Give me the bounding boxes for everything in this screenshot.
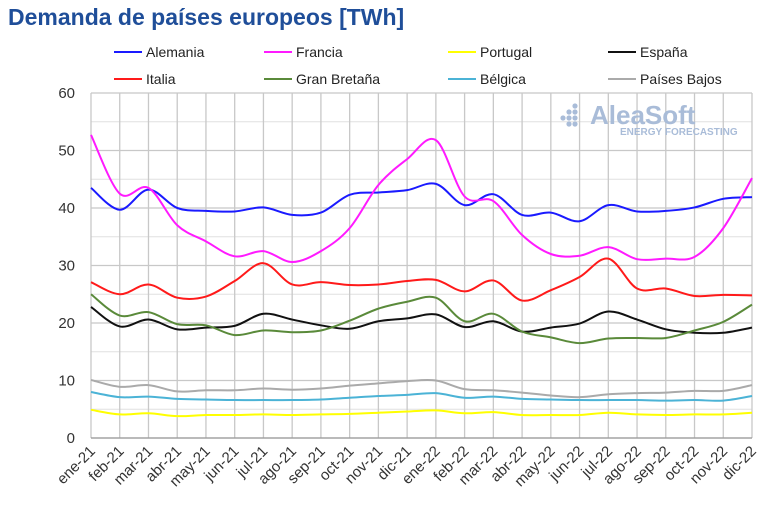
watermark-dot [566, 109, 572, 115]
series-line-países-bajos [90, 378, 753, 399]
series-line-españa [90, 306, 753, 335]
legend-label-gran-bretaña: Gran Bretaña [296, 71, 380, 87]
watermark-dot [566, 115, 572, 121]
legend-label-portugal: Portugal [480, 44, 532, 60]
chart-title: Demanda de países europeos [TWh] [8, 4, 405, 30]
series-line-bélgica [90, 391, 753, 402]
y-tick-label: 50 [58, 143, 75, 160]
watermark-dot [572, 109, 578, 115]
watermark-dot [572, 115, 578, 121]
y-tick-label: 40 [58, 200, 75, 217]
watermark-dot [566, 121, 572, 127]
watermark-dot [572, 121, 578, 127]
legend-label-españa: España [640, 44, 688, 60]
y-tick-label: 20 [58, 315, 75, 332]
watermark-logo: AleaSoft [590, 100, 696, 130]
y-tick-label: 10 [58, 373, 75, 390]
watermark-dot [560, 115, 566, 121]
series-line-gran-bretaña [90, 293, 753, 345]
y-tick-label: 0 [67, 430, 75, 447]
series-line-portugal [90, 408, 753, 418]
legend-label-alemania: Alemania [146, 44, 205, 60]
legend-label-países-bajos: Países Bajos [640, 71, 722, 87]
y-tick-label: 30 [58, 258, 75, 275]
series-line-alemania [90, 182, 753, 223]
legend-label-francia: Francia [296, 44, 343, 60]
watermark-tagline: ENERGY FORECASTING [620, 127, 738, 138]
watermark-dot [572, 103, 578, 109]
y-tick-label: 60 [58, 85, 75, 102]
series-line-italia [90, 257, 753, 302]
legend-label-bélgica: Bélgica [480, 71, 526, 87]
legend-label-italia: Italia [146, 71, 176, 87]
series-line-francia [90, 134, 753, 264]
